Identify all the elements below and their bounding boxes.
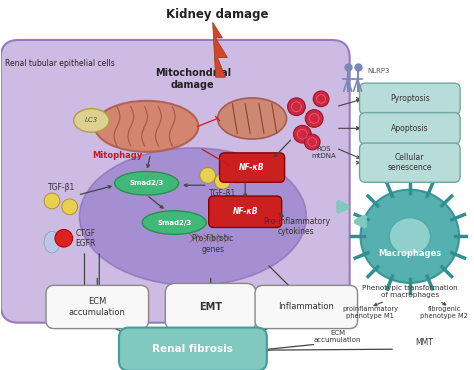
FancyBboxPatch shape — [0, 40, 350, 323]
Text: Apoptosis: Apoptosis — [391, 124, 428, 133]
Text: Kidney damage: Kidney damage — [166, 8, 269, 21]
Circle shape — [200, 168, 216, 183]
FancyBboxPatch shape — [46, 285, 148, 329]
FancyBboxPatch shape — [255, 285, 357, 329]
Ellipse shape — [142, 211, 206, 234]
Text: NLRP3: NLRP3 — [367, 68, 390, 74]
Text: NF-κB: NF-κB — [232, 207, 258, 216]
Text: LC3: LC3 — [85, 117, 98, 124]
Circle shape — [44, 193, 60, 209]
Text: CTGF
EGFR: CTGF EGFR — [76, 229, 96, 248]
Text: Renal fibrosis: Renal fibrosis — [153, 344, 233, 354]
Text: Pro-inflammatory
cytokines: Pro-inflammatory cytokines — [263, 217, 330, 236]
Circle shape — [313, 91, 329, 107]
Ellipse shape — [389, 218, 430, 255]
Circle shape — [229, 168, 245, 183]
Text: TGF-β1: TGF-β1 — [48, 183, 75, 192]
FancyBboxPatch shape — [360, 143, 460, 182]
Ellipse shape — [95, 101, 198, 152]
Text: TGF-β1: TGF-β1 — [209, 189, 236, 198]
Ellipse shape — [218, 98, 287, 139]
Text: Cellular
senescence: Cellular senescence — [388, 153, 432, 172]
Text: proinflammatory
phenotype M1: proinflammatory phenotype M1 — [342, 306, 398, 319]
Text: Phenotypic transformation
of macrophages: Phenotypic transformation of macrophages — [362, 285, 457, 298]
Text: ECM
accumulation: ECM accumulation — [69, 297, 126, 317]
Text: Macrophages: Macrophages — [378, 249, 441, 259]
FancyBboxPatch shape — [360, 83, 460, 115]
Text: Smad2/3: Smad2/3 — [157, 219, 191, 226]
Text: Inflammation: Inflammation — [278, 303, 334, 312]
Text: ECM
accumulation: ECM accumulation — [314, 330, 362, 343]
FancyBboxPatch shape — [165, 283, 256, 330]
Polygon shape — [213, 22, 228, 77]
Circle shape — [55, 229, 73, 247]
Circle shape — [288, 98, 305, 115]
Text: Pro-fibrotic
genes: Pro-fibrotic genes — [191, 235, 234, 254]
Text: NF-κB: NF-κB — [239, 163, 265, 172]
Circle shape — [304, 134, 320, 150]
Text: Pyroptosis: Pyroptosis — [390, 94, 429, 103]
Text: MMT: MMT — [416, 338, 434, 347]
Text: Renal tubular epithelial cells: Renal tubular epithelial cells — [5, 59, 114, 68]
Circle shape — [215, 174, 230, 189]
Text: Smad2/3: Smad2/3 — [129, 180, 164, 186]
Text: EMT: EMT — [199, 302, 222, 312]
Text: fibrogenic
phenotype M2: fibrogenic phenotype M2 — [420, 306, 468, 319]
Circle shape — [62, 199, 78, 215]
Circle shape — [305, 110, 323, 127]
Ellipse shape — [115, 172, 179, 195]
FancyBboxPatch shape — [119, 327, 267, 370]
Text: ROS
mtDNA: ROS mtDNA — [312, 146, 337, 159]
Text: Mitochondrial
damage: Mitochondrial damage — [155, 68, 231, 90]
Ellipse shape — [361, 190, 459, 283]
Ellipse shape — [80, 148, 306, 285]
Text: Mitophagy: Mitophagy — [92, 151, 142, 160]
FancyBboxPatch shape — [209, 196, 282, 228]
Ellipse shape — [44, 231, 60, 253]
FancyBboxPatch shape — [360, 112, 460, 144]
Circle shape — [293, 125, 311, 143]
FancyBboxPatch shape — [219, 153, 284, 182]
Ellipse shape — [73, 109, 109, 132]
